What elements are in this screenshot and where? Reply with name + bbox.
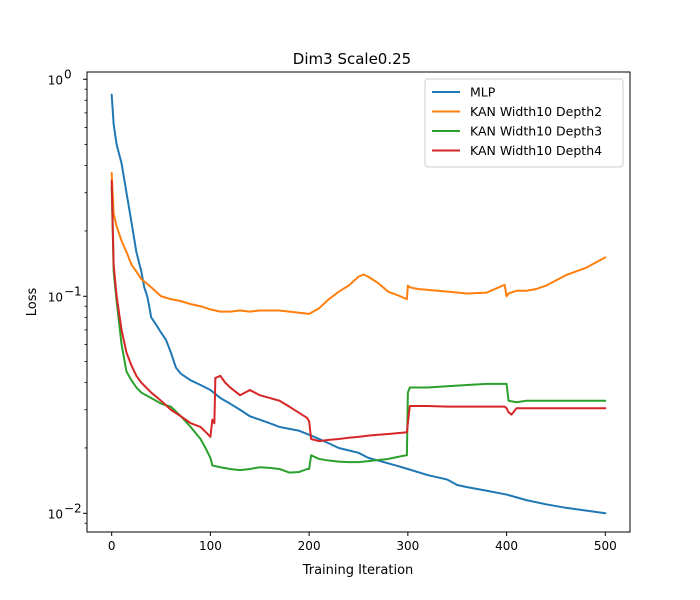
series-line-2 bbox=[110, 185, 607, 474]
y-tick-exponent: −1 bbox=[64, 284, 82, 298]
y-axis-label: Loss bbox=[25, 288, 40, 317]
x-tick-label: 300 bbox=[396, 539, 419, 553]
legend: MLP KAN Width10 Depth2 KAN Width10 Depth3 K… bbox=[424, 78, 624, 168]
chart-title: Dim3 Scale0.25 bbox=[293, 50, 411, 68]
x-axis-label: Training Iteration bbox=[302, 563, 414, 578]
legend-label-3: KAN Width10 Depth4 bbox=[470, 143, 602, 158]
series-layer bbox=[110, 93, 607, 515]
series-line-3 bbox=[110, 179, 607, 443]
y-tick-label: 10 bbox=[48, 73, 63, 87]
legend-box bbox=[424, 78, 624, 168]
x-tick-label: 100 bbox=[199, 539, 222, 553]
legend-label-0: MLP bbox=[470, 85, 496, 100]
series-line-0 bbox=[110, 93, 607, 515]
series-line-1 bbox=[110, 171, 607, 315]
legend-label-2: KAN Width10 Depth3 bbox=[470, 124, 602, 139]
x-axis: 0 100 200 300 400 500 bbox=[108, 532, 617, 553]
y-tick-label: 10 bbox=[48, 290, 63, 304]
x-tick-label: 500 bbox=[594, 539, 617, 553]
y-tick-exponent: 0 bbox=[64, 67, 72, 81]
x-tick-label: 0 bbox=[108, 539, 116, 553]
y-tick-exponent: −2 bbox=[64, 501, 82, 515]
x-tick-label: 200 bbox=[298, 539, 321, 553]
x-tick-label: 400 bbox=[495, 539, 518, 553]
legend-label-1: KAN Width10 Depth2 bbox=[470, 104, 602, 119]
plot-frame bbox=[86, 71, 631, 533]
y-tick-label: 10 bbox=[48, 507, 63, 521]
